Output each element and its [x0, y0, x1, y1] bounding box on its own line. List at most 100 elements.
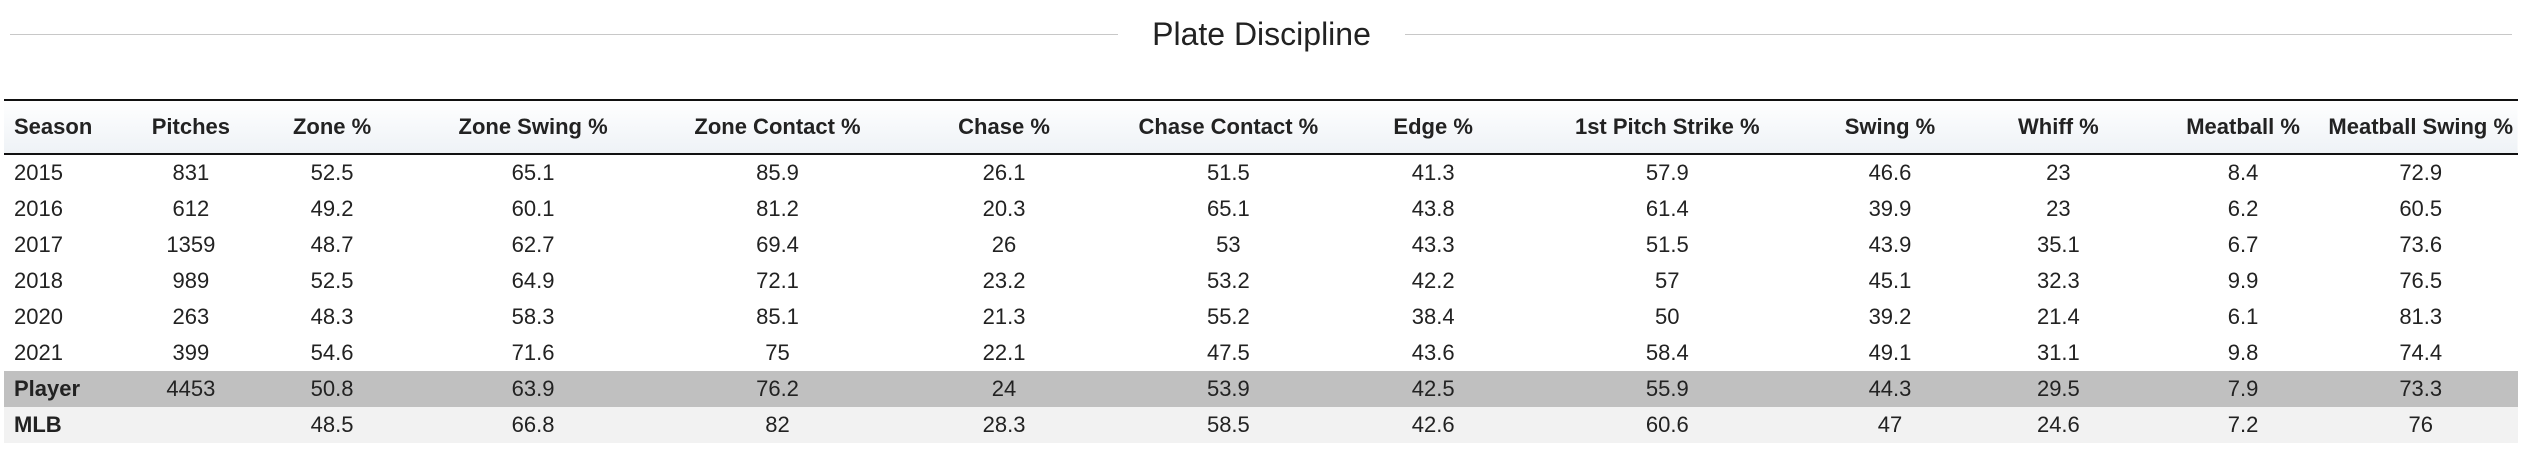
cell-edge-pct: 43.6 [1411, 340, 1455, 365]
cell-edge-pct: 38.4 [1411, 304, 1455, 329]
cell-whiff-pct: 21.4 [2036, 304, 2080, 329]
cell-chase-pct: 21.3 [982, 304, 1026, 329]
cell-first-pitch-strike-pct: 61.4 [1645, 196, 1689, 221]
cell-whiff-pct: 24.6 [2036, 412, 2080, 437]
cell-pitches: 989 [172, 268, 210, 293]
cell-meatball-swing-pct: 74.4 [2399, 340, 2443, 365]
cell-season: 2021 [14, 340, 63, 365]
column-header-zone-pct[interactable]: Zone % [244, 99, 421, 155]
cell-pitches: 831 [172, 160, 210, 185]
column-header-meatball-pct[interactable]: Meatball % [2162, 99, 2324, 155]
cell-edge-pct: 43.8 [1411, 196, 1455, 221]
cell-chase-contact-pct: 53 [1216, 232, 1241, 257]
cell-season: 2020 [14, 304, 63, 329]
cell-whiff-pct: 31.1 [2036, 340, 2080, 365]
cell-chase-contact-pct: 65.1 [1206, 196, 1250, 221]
column-header-swing-pct[interactable]: Swing % [1825, 99, 1955, 155]
table-row: 2017 1359 48.7 62.7 69.4 26 53 43.3 51.5… [4, 227, 2518, 263]
cell-chase-pct: 23.2 [982, 268, 1026, 293]
cell-chase-pct: 22.1 [982, 340, 1026, 365]
cell-chase-contact-pct: 55.2 [1206, 304, 1250, 329]
cell-meatball-pct: 9.8 [2227, 340, 2259, 365]
cell-zone-pct: 49.2 [310, 196, 354, 221]
cell-chase-contact-pct: 58.5 [1206, 412, 1250, 437]
cell-zone-contact-pct: 76.2 [756, 376, 799, 401]
cell-zone-swing-pct: 63.9 [511, 376, 555, 401]
cell-zone-swing-pct: 65.1 [511, 160, 555, 185]
cell-first-pitch-strike-pct: 50 [1655, 304, 1680, 329]
cell-pitches: 399 [172, 340, 210, 365]
column-header-pitches[interactable]: Pitches [137, 99, 245, 155]
cell-zone-pct: 54.6 [310, 340, 354, 365]
cell-chase-contact-pct: 53.9 [1206, 376, 1250, 401]
cell-zone-swing-pct: 60.1 [511, 196, 555, 221]
cell-zone-swing-pct: 58.3 [511, 304, 555, 329]
column-header-zone-swing-pct[interactable]: Zone Swing % [420, 99, 647, 155]
mlb-average-row: MLB 48.5 66.8 82 28.3 58.5 42.6 60.6 47 … [4, 407, 2518, 443]
cell-chase-contact-pct: 51.5 [1206, 160, 1250, 185]
cell-zone-contact-pct: 82 [765, 412, 790, 437]
cell-zone-contact-pct: 81.2 [756, 196, 799, 221]
cell-zone-contact-pct: 69.4 [756, 232, 799, 257]
cell-first-pitch-strike-pct: 60.6 [1645, 412, 1689, 437]
column-header-first-pitch-strike-pct[interactable]: 1st Pitch Strike % [1508, 99, 1826, 155]
cell-zone-pct: 48.5 [310, 412, 354, 437]
cell-first-pitch-strike-pct: 57 [1655, 268, 1680, 293]
cell-first-pitch-strike-pct: 57.9 [1645, 160, 1689, 185]
cell-chase-pct: 24 [991, 376, 1017, 401]
cell-first-pitch-strike-pct: 58.4 [1645, 340, 1689, 365]
cell-meatball-swing-pct: 60.5 [2399, 196, 2443, 221]
cell-meatball-swing-pct: 76.5 [2399, 268, 2443, 293]
header-row: Season Pitches Zone % Zone Swing % Zone … [4, 99, 2518, 155]
cell-swing-pct: 46.6 [1868, 160, 1912, 185]
cell-meatball-pct: 9.9 [2227, 268, 2259, 293]
cell-edge-pct: 43.3 [1411, 232, 1455, 257]
cell-swing-pct: 47 [1877, 412, 1903, 437]
cell-chase-contact-pct: 53.2 [1206, 268, 1250, 293]
plate-discipline-table: Season Pitches Zone % Zone Swing % Zone … [4, 99, 2518, 443]
cell-whiff-pct: 35.1 [2036, 232, 2080, 257]
column-header-season[interactable]: Season [4, 99, 138, 155]
column-header-meatball-swing-pct[interactable]: Meatball Swing % [2323, 99, 2518, 155]
cell-chase-pct: 26.1 [982, 160, 1026, 185]
cell-whiff-pct: 32.3 [2036, 268, 2080, 293]
cell-chase-pct: 28.3 [982, 412, 1026, 437]
title-rule-right [1405, 34, 2512, 35]
section-title: Plate Discipline [1152, 16, 1371, 52]
column-header-chase-contact-pct[interactable]: Chase Contact % [1099, 99, 1358, 155]
cell-meatball-pct: 7.2 [2227, 412, 2259, 437]
column-header-whiff-pct[interactable]: Whiff % [1954, 99, 2163, 155]
table-row: 2021 399 54.6 71.6 75 22.1 47.5 43.6 58.… [4, 335, 2518, 371]
cell-season: 2017 [14, 232, 63, 257]
cell-zone-swing-pct: 62.7 [511, 232, 555, 257]
cell-season: 2015 [14, 160, 63, 185]
table-row: 2015 831 52.5 65.1 85.9 26.1 51.5 41.3 5… [4, 154, 2518, 191]
cell-edge-pct: 42.2 [1411, 268, 1455, 293]
cell-edge-pct: 42.5 [1411, 376, 1455, 401]
table-row: 2018 989 52.5 64.9 72.1 23.2 53.2 42.2 5… [4, 263, 2518, 299]
cell-season: 2016 [14, 196, 63, 221]
cell-meatball-pct: 7.9 [2227, 376, 2259, 401]
cell-zone-contact-pct: 72.1 [756, 268, 799, 293]
cell-zone-contact-pct: 85.1 [756, 304, 799, 329]
title-rule-left [10, 34, 1118, 35]
column-header-chase-pct[interactable]: Chase % [908, 99, 1100, 155]
cell-first-pitch-strike-pct: 55.9 [1645, 376, 1689, 401]
cell-zone-pct: 48.7 [310, 232, 354, 257]
cell-zone-pct: 48.3 [310, 304, 354, 329]
column-header-edge-pct[interactable]: Edge % [1357, 99, 1509, 155]
player-total-row: Player 4453 50.8 63.9 76.2 24 53.9 42.5 … [4, 371, 2518, 407]
cell-whiff-pct: 23 [2046, 160, 2071, 185]
cell-pitches: 4453 [166, 376, 216, 401]
column-header-zone-contact-pct[interactable]: Zone Contact % [646, 99, 909, 155]
cell-zone-swing-pct: 71.6 [511, 340, 555, 365]
cell-meatball-pct: 8.4 [2227, 160, 2259, 185]
cell-meatball-pct: 6.2 [2227, 196, 2259, 221]
cell-zone-contact-pct: 75 [765, 340, 790, 365]
table-row: 2016 612 49.2 60.1 81.2 20.3 65.1 43.8 6… [4, 191, 2518, 227]
cell-zone-swing-pct: 64.9 [511, 268, 555, 293]
cell-pitches: 263 [172, 304, 210, 329]
cell-swing-pct: 45.1 [1868, 268, 1912, 293]
cell-zone-pct: 50.8 [310, 376, 354, 401]
cell-swing-pct: 44.3 [1868, 376, 1912, 401]
